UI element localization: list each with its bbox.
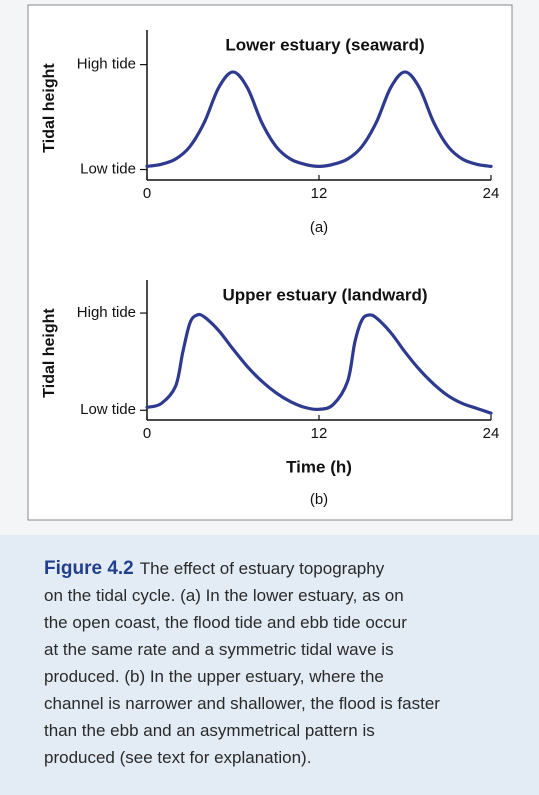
caption: Figure 4.2 The effect of estuary topograp…	[0, 535, 539, 795]
x-tick-label: 12	[311, 185, 328, 202]
figure-panel	[27, 4, 513, 521]
caption-line-text: the open coast, the flood tide and ebb t…	[44, 613, 407, 632]
y-axis-label: Tidal height	[41, 63, 58, 153]
y-tick-label: Low tide	[80, 401, 136, 418]
y-tick-label: High tide	[77, 56, 136, 73]
y-tick-label: Low tide	[80, 160, 136, 177]
caption-line: produced. (b) In the upper estuary, wher…	[44, 663, 440, 690]
tide-curve	[145, 312, 493, 415]
tide-curve	[145, 70, 493, 168]
caption-line: Figure 4.2 The effect of estuary topograp…	[44, 555, 440, 582]
x-tick-label: 24	[483, 425, 500, 442]
caption-line: at the same rate and a symmetric tidal w…	[44, 636, 440, 663]
caption-line: than the ebb and an asymmetrical pattern…	[44, 717, 440, 744]
x-tick-label: 12	[311, 425, 328, 442]
x-tick-label: 24	[483, 185, 500, 202]
figure: Lower estuary (seaward) Tidal height Low t…	[27, 4, 513, 521]
caption-line-text: channel is narrower and shallower, the f…	[44, 694, 440, 713]
caption-line: on the tidal cycle. (a) In the lower est…	[44, 582, 440, 609]
caption-line-text: produced. (b) In the upper estuary, wher…	[44, 667, 384, 686]
caption-line-text: on the tidal cycle. (a) In the lower est…	[44, 586, 404, 605]
x-tick-label: 0	[143, 185, 151, 202]
x-tick-label: 0	[143, 425, 151, 442]
y-axis-label: Tidal height	[41, 308, 58, 398]
caption-line: the open coast, the flood tide and ebb t…	[44, 609, 440, 636]
caption-line: channel is narrower and shallower, the f…	[44, 690, 440, 717]
y-tick-label: High tide	[77, 304, 136, 321]
chart-title: Lower estuary (seaward)	[225, 35, 424, 54]
caption-line: produced (see text for explanation).	[44, 744, 440, 771]
caption-text: Figure 4.2 The effect of estuary topograp…	[44, 555, 440, 771]
chart-title: Upper estuary (landward)	[223, 285, 428, 304]
chart-subtitle: (a)	[310, 219, 328, 236]
figure-label: Figure 4.2	[44, 558, 134, 579]
x-axis-label: Time (h)	[286, 457, 352, 476]
caption-line-text: than the ebb and an asymmetrical pattern…	[44, 721, 375, 740]
caption-line-text: The effect of estuary topography	[139, 559, 385, 578]
caption-line-text: at the same rate and a symmetric tidal w…	[44, 640, 394, 659]
chart-subtitle: (b)	[310, 491, 328, 508]
caption-line-text: produced (see text for explanation).	[44, 748, 312, 767]
